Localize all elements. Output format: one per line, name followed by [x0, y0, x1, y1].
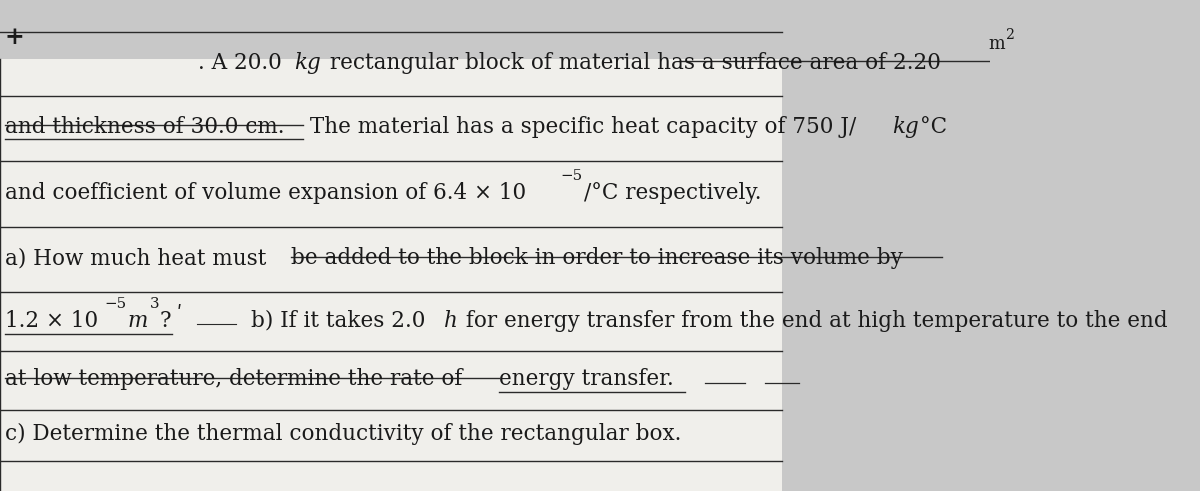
Text: −5: −5 — [104, 297, 126, 311]
Text: be added to the block in order to increase its volume by: be added to the block in order to increa… — [290, 247, 902, 270]
Text: c) Determine the thermal conductivity of the rectangular box.: c) Determine the thermal conductivity of… — [5, 423, 682, 445]
Text: b) If it takes 2.0: b) If it takes 2.0 — [251, 309, 432, 331]
Text: rectangular block of material has a surface area of 2.20: rectangular block of material has a surf… — [323, 52, 948, 74]
Text: and thickness of 30.0 cm.: and thickness of 30.0 cm. — [5, 116, 284, 138]
Text: m: m — [127, 309, 148, 331]
Bar — [0, 59, 782, 491]
Text: /°C respectively.: /°C respectively. — [583, 182, 761, 204]
Text: . A 20.0: . A 20.0 — [198, 52, 289, 74]
Text: 1.2 × 10: 1.2 × 10 — [5, 309, 98, 331]
Text: +: + — [5, 25, 25, 49]
Text: 2: 2 — [1006, 28, 1015, 42]
Text: kg: kg — [295, 52, 322, 74]
Text: °C: °C — [920, 116, 948, 138]
Text: ʹ: ʹ — [176, 305, 182, 323]
Text: ?: ? — [160, 309, 172, 331]
Text: The material has a specific heat capacity of 750 J/: The material has a specific heat capacit… — [302, 116, 856, 138]
Text: −5: −5 — [560, 169, 582, 183]
Text: a) How much heat must: a) How much heat must — [5, 247, 274, 270]
Text: 3: 3 — [149, 297, 160, 311]
Text: m: m — [989, 35, 1006, 53]
Text: kg: kg — [892, 116, 918, 138]
Text: at low temperature, determine the rate of: at low temperature, determine the rate o… — [5, 368, 469, 390]
Text: h: h — [444, 309, 458, 331]
Text: and coefficient of volume expansion of 6.4 × 10: and coefficient of volume expansion of 6… — [5, 182, 526, 204]
Text: for energy transfer from the end at high temperature to the end: for energy transfer from the end at high… — [458, 309, 1168, 331]
Text: energy transfer.: energy transfer. — [499, 368, 674, 390]
